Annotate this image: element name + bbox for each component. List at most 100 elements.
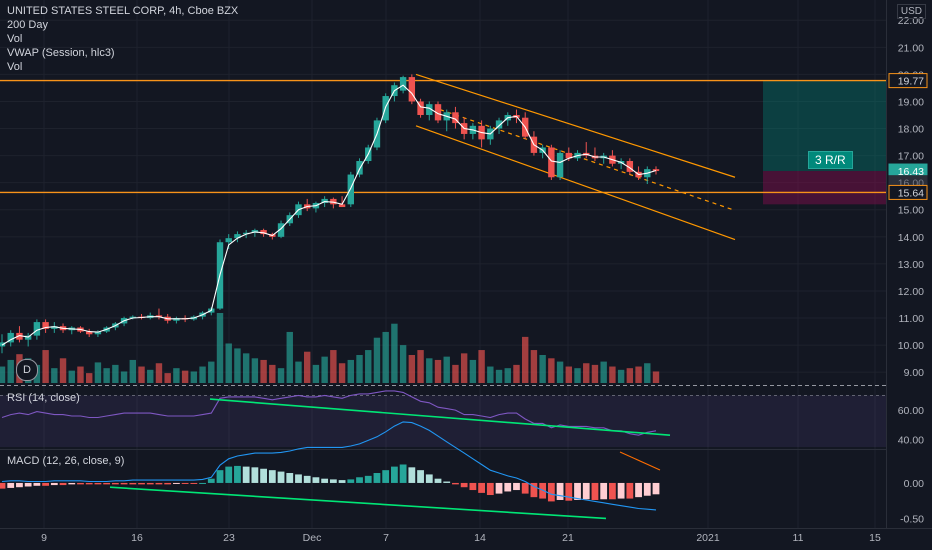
volume-bar <box>338 363 346 383</box>
macd-histogram-bar <box>277 471 285 483</box>
macd-histogram-bar <box>582 482 590 500</box>
volume-bar <box>77 366 84 383</box>
candle-body <box>556 152 564 178</box>
macd-histogram-bar <box>242 466 250 483</box>
macd-histogram-bar <box>85 482 93 485</box>
time-axis[interactable]: 9 16 23 Dec 7 14 21 2021 11 15 <box>0 528 932 545</box>
legend-200-day[interactable]: 200 Day <box>7 19 48 31</box>
volume-bar <box>225 343 232 383</box>
vwap-path <box>1 84 657 346</box>
price-axis[interactable]: 22.0021.0020.0019.0018.0017.0016.0015.00… <box>888 15 928 525</box>
macd-label[interactable]: MACD (12, 26, close, 9) <box>7 455 125 467</box>
macd-histogram-bar <box>329 479 337 483</box>
macd-histogram-bar <box>373 473 381 483</box>
candle-body <box>452 112 459 124</box>
macd-histogram-bar <box>565 482 573 501</box>
rsi-pane <box>0 390 886 447</box>
macd-histogram-bar <box>138 482 145 485</box>
currency-label[interactable]: USD <box>896 4 926 19</box>
candle-body <box>7 332 14 343</box>
risk-reward-zone[interactable] <box>763 80 886 205</box>
time-tick-label: 21 <box>562 532 574 544</box>
legend-title[interactable]: UNITED STATES STEEL CORP, 4h, Cboe BZX <box>7 5 239 17</box>
macd-histogram-bar <box>295 474 302 483</box>
macd-histogram-bar <box>321 478 329 483</box>
volume-bar <box>173 368 180 383</box>
volume-bar <box>295 361 302 383</box>
volume-bar <box>0 366 6 383</box>
time-tick-label: 23 <box>223 532 235 544</box>
macd-histogram-bar <box>312 477 320 483</box>
macd-histogram-bar <box>268 470 276 483</box>
price-tag-label: 19.77 <box>898 76 924 88</box>
horizontal-levels[interactable] <box>0 79 886 194</box>
volume-bar <box>469 359 477 383</box>
volume-bar <box>68 370 75 383</box>
candle-body <box>548 147 555 178</box>
candle-body <box>356 161 363 175</box>
candle-body <box>417 101 424 115</box>
volume-bar <box>399 345 407 383</box>
macd-histogram-bar <box>33 482 41 486</box>
macd-histogram-bar <box>513 482 520 491</box>
price-tick-label: 17.00 <box>898 151 924 163</box>
volume-bars <box>0 313 660 383</box>
macd-histogram-bar <box>547 482 555 502</box>
volume-bar <box>591 364 599 383</box>
volume-bar <box>600 361 607 383</box>
macd-histogram-bar <box>120 482 128 485</box>
rsi-label[interactable]: RSI (14, close) <box>7 392 80 404</box>
volume-bar <box>330 350 337 383</box>
legend-vwap[interactable]: VWAP (Session, hlc3) <box>7 47 115 59</box>
macd-histogram-bar <box>129 482 137 485</box>
macd-histogram-bar <box>425 474 433 483</box>
price-tick-label: 18.00 <box>898 124 924 136</box>
volume-bar <box>487 366 494 383</box>
time-tick-label: 7 <box>383 532 389 544</box>
dividend-badge[interactable]: D <box>16 359 38 381</box>
time-tick-label: 9 <box>41 532 47 544</box>
price-tick-label: 15.00 <box>898 205 924 217</box>
legend-vol-2[interactable]: Vol <box>7 61 23 73</box>
time-tick-label: 14 <box>474 532 486 544</box>
volume-bar <box>304 351 311 383</box>
macd-histogram-bar <box>146 482 154 485</box>
macd-histogram-bar <box>364 475 372 483</box>
channel-mid <box>439 109 734 211</box>
volume-bar <box>242 353 250 383</box>
channel-upper <box>415 73 736 178</box>
macd-histogram-bar <box>251 467 259 483</box>
macd-histogram-bar <box>452 482 459 485</box>
macd-histogram-bar <box>50 482 58 486</box>
candle-body <box>399 77 407 91</box>
rsi-band <box>0 395 886 447</box>
macd-histogram-bar <box>600 482 608 500</box>
macd-histogram-bar <box>391 466 398 483</box>
volume-bar <box>382 331 389 383</box>
volume-bar <box>583 363 590 383</box>
candle-body <box>33 322 41 336</box>
candle-body <box>234 234 241 239</box>
time-tick-label: 2021 <box>696 532 720 544</box>
macd-histogram-bar <box>443 481 451 483</box>
vwap-line <box>1 84 657 346</box>
volume-bar <box>356 355 363 383</box>
legend-vol[interactable]: Vol <box>7 33 23 45</box>
candle-body <box>408 77 416 102</box>
volume-bar <box>321 356 328 383</box>
candle-body <box>495 120 503 129</box>
risk-reward-label[interactable]: 3 R/R <box>808 151 853 169</box>
volume-bar <box>190 371 198 383</box>
macd-histogram-bar <box>42 482 49 486</box>
macd-histogram-bar <box>207 478 215 483</box>
volume-bar <box>138 366 145 383</box>
macd-histogram-bar <box>190 482 198 484</box>
volume-bar <box>277 368 285 383</box>
macd-histogram-bar <box>199 482 206 484</box>
macd-histogram-bar <box>155 482 163 485</box>
volume-bar <box>644 363 651 383</box>
descending-channel[interactable] <box>415 73 736 241</box>
channel-lower <box>415 125 736 241</box>
